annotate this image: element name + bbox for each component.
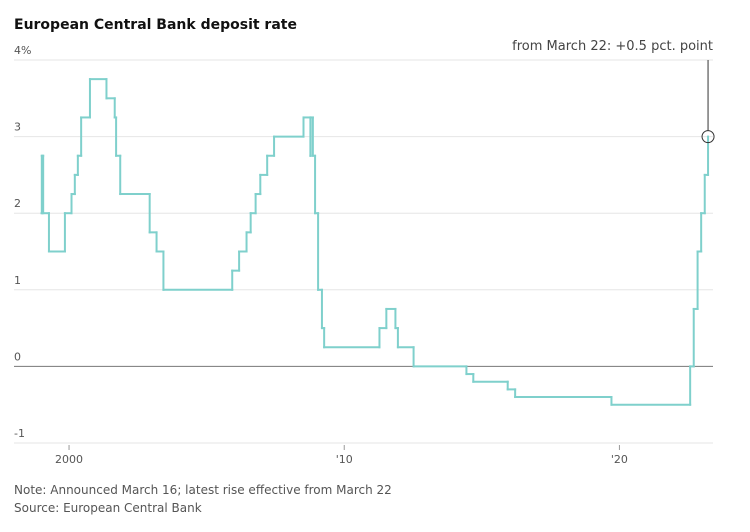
y-tick-label: 2 (14, 197, 21, 210)
annotation: from March 22: +0.5 pct. point (512, 39, 713, 54)
y-tick-label: -1 (14, 427, 25, 440)
x-tick-label: '20 (611, 453, 628, 466)
note: Note: Announced March 16; latest rise ef… (14, 483, 392, 497)
x-tick-label: '10 (336, 453, 353, 466)
x-tick-label: 2000 (55, 453, 83, 466)
y-tick-label: 4% (14, 44, 31, 57)
source: Source: European Central Bank (14, 501, 202, 515)
y-tick-label: 0 (14, 350, 21, 363)
y-tick-label: 3 (14, 121, 21, 134)
y-tick-label: 1 (14, 274, 21, 287)
chart-title: European Central Bank deposit rate (14, 17, 297, 33)
latest-point (701, 130, 715, 144)
